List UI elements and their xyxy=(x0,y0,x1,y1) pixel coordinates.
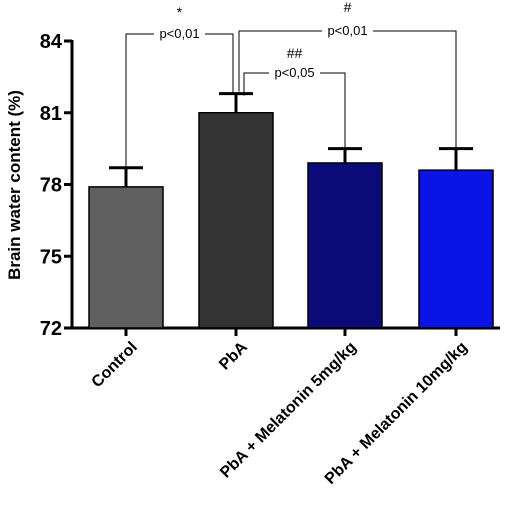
y-tick-label: 75 xyxy=(40,246,62,268)
significance-label-bg xyxy=(322,23,373,37)
significance-mark: # xyxy=(344,0,352,15)
y-tick-label: 84 xyxy=(40,31,63,53)
y-tick-label: 78 xyxy=(40,175,62,197)
significance-label: p<0,01 xyxy=(159,26,199,41)
significance-brackets: * p<0,01 ## p<0,05 # p<0,01 xyxy=(125,0,457,167)
significance-mark: ## xyxy=(287,45,303,61)
y-axis-label: Brain water content (%) xyxy=(5,90,24,280)
significance-mark: * xyxy=(177,4,183,20)
bar xyxy=(198,112,274,329)
category-label: Control xyxy=(89,339,141,391)
error-bars xyxy=(109,92,473,187)
bars xyxy=(88,112,494,329)
y-tick-label: 81 xyxy=(40,103,62,125)
category-label: PbA xyxy=(216,338,251,373)
significance-label-bg xyxy=(154,26,205,40)
bar xyxy=(418,169,494,329)
significance-label: p<0,05 xyxy=(274,65,314,80)
bar xyxy=(88,186,164,329)
significance-label-bg xyxy=(269,65,320,79)
y-tick-label: 72 xyxy=(40,318,62,340)
significance-label: p<0,01 xyxy=(327,23,367,38)
bar xyxy=(307,162,383,329)
